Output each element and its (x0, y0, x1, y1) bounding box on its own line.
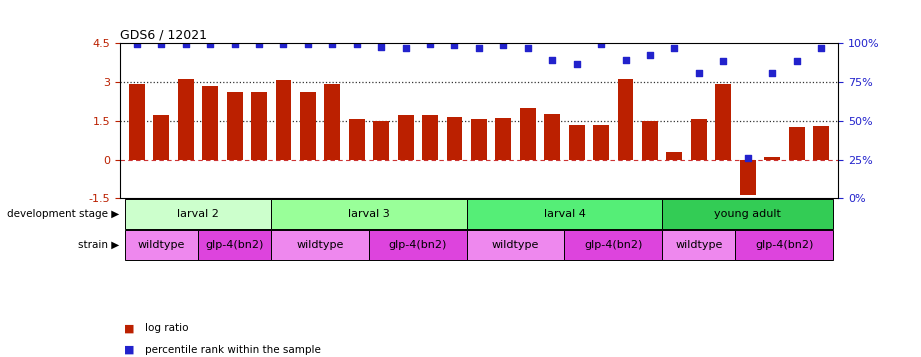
Bar (662, 199, 834, 229)
Text: wildtype: wildtype (137, 240, 185, 250)
Text: development stage ▶: development stage ▶ (7, 209, 119, 219)
Bar (124, 199, 271, 229)
Point (545, 57, 560, 62)
Bar (813, 126, 829, 160)
Bar (324, 84, 340, 160)
Bar (227, 92, 242, 160)
Text: glp-4(bn2): glp-4(bn2) (584, 240, 643, 250)
Point (227, 41, 242, 47)
Text: wildtype: wildtype (492, 240, 540, 250)
Bar (349, 119, 365, 160)
Point (398, 45, 413, 51)
Point (154, 41, 169, 47)
Bar (129, 84, 145, 160)
Point (764, 70, 779, 76)
Bar (275, 80, 291, 160)
Text: larval 4: larval 4 (543, 209, 586, 219)
Bar (788, 127, 805, 160)
Point (569, 61, 584, 66)
Point (349, 41, 364, 47)
Bar (569, 125, 585, 160)
Bar (271, 230, 369, 260)
Point (447, 42, 461, 48)
Point (130, 41, 145, 47)
Bar (764, 157, 780, 160)
Text: glp-4(bn2): glp-4(bn2) (755, 240, 813, 250)
Bar (519, 108, 536, 160)
Point (813, 45, 828, 51)
Point (740, 155, 755, 161)
Bar (544, 114, 560, 160)
Point (692, 70, 706, 76)
Point (667, 45, 682, 51)
Text: ■: ■ (124, 345, 134, 355)
Bar (373, 121, 390, 160)
Bar (398, 115, 414, 160)
Text: glp-4(bn2): glp-4(bn2) (389, 240, 447, 250)
Bar (642, 121, 658, 160)
Point (374, 44, 389, 50)
Point (203, 41, 217, 47)
Bar (740, 160, 755, 195)
Bar (565, 230, 662, 260)
Bar (667, 152, 682, 160)
Point (716, 58, 730, 64)
Bar (153, 115, 169, 160)
Point (325, 41, 340, 47)
Point (423, 41, 437, 47)
Text: young adult: young adult (715, 209, 781, 219)
Text: strain ▶: strain ▶ (78, 240, 119, 250)
Text: glp-4(bn2): glp-4(bn2) (205, 240, 263, 250)
Point (643, 52, 658, 57)
Bar (300, 92, 316, 160)
Text: larval 2: larval 2 (177, 209, 219, 219)
Bar (618, 79, 634, 160)
Bar (447, 117, 462, 160)
Bar (422, 115, 438, 160)
Bar (369, 230, 467, 260)
Point (618, 57, 633, 62)
Bar (251, 92, 267, 160)
Point (594, 41, 609, 47)
Text: log ratio: log ratio (145, 323, 188, 333)
Bar (467, 199, 662, 229)
Text: ■: ■ (124, 323, 134, 333)
Text: percentile rank within the sample: percentile rank within the sample (145, 345, 321, 355)
Bar (736, 230, 834, 260)
Point (300, 41, 315, 47)
Bar (203, 86, 218, 160)
Text: larval 3: larval 3 (348, 209, 390, 219)
Point (472, 45, 486, 51)
Bar (495, 118, 511, 160)
Point (496, 42, 511, 48)
Text: wildtype: wildtype (297, 240, 344, 250)
Bar (198, 230, 271, 260)
Bar (124, 230, 198, 260)
Point (520, 45, 535, 51)
Bar (271, 199, 467, 229)
Bar (178, 79, 193, 160)
Point (789, 58, 804, 64)
Point (251, 41, 266, 47)
Bar (593, 125, 609, 160)
Point (276, 41, 291, 47)
Bar (691, 119, 706, 160)
Bar (716, 84, 731, 160)
Point (179, 41, 193, 47)
Bar (467, 230, 565, 260)
Bar (471, 119, 487, 160)
Bar (662, 230, 736, 260)
Text: GDS6 / 12021: GDS6 / 12021 (120, 29, 206, 42)
Text: wildtype: wildtype (675, 240, 722, 250)
